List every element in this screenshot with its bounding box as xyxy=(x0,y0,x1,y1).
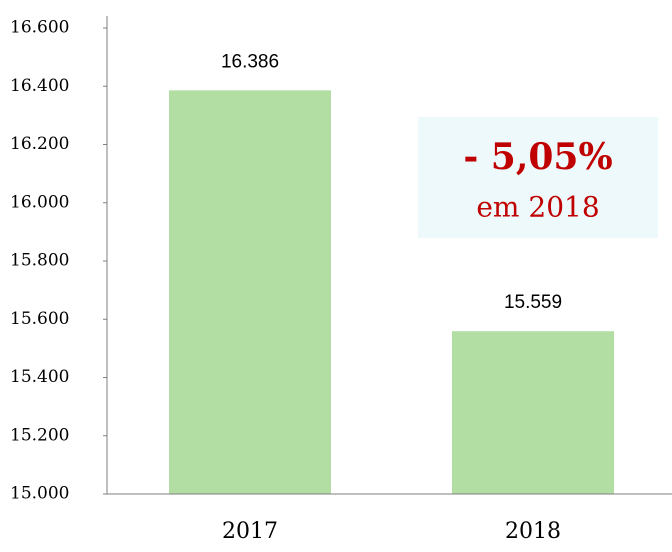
y-tick-label: 16.200 xyxy=(10,134,69,154)
annotation-value: - 5,05% xyxy=(463,136,612,178)
y-tick-label: 15.000 xyxy=(10,484,69,504)
y-tick-label: 15.600 xyxy=(10,309,69,329)
x-tick-label: 2018 xyxy=(505,519,561,544)
bar xyxy=(452,331,614,494)
x-tick-label: 2017 xyxy=(222,519,278,544)
y-tick-label: 15.200 xyxy=(10,425,69,445)
annotation-text: em 2018 xyxy=(476,191,599,224)
value-label: 16.386 xyxy=(221,51,279,72)
value-label: 15.559 xyxy=(504,292,562,313)
annotation-box xyxy=(418,117,658,238)
bar xyxy=(169,90,331,494)
y-tick-label: 15.400 xyxy=(10,367,69,387)
y-tick-label: 16.400 xyxy=(10,76,69,96)
y-tick-label: 16.600 xyxy=(10,18,69,38)
y-tick-label: 16.000 xyxy=(10,192,69,212)
y-tick-label: 15.800 xyxy=(10,251,69,271)
